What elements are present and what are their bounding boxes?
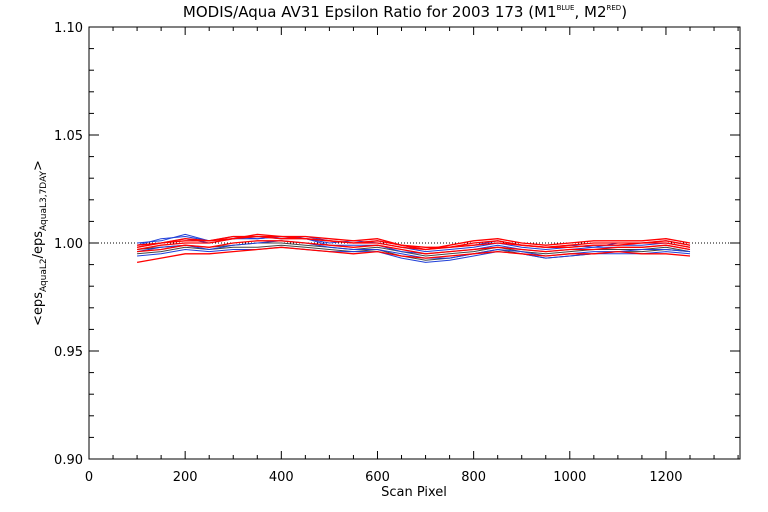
x-tick-label: 1200	[649, 470, 682, 485]
x-axis-label: Scan Pixel	[381, 485, 447, 500]
ticks-layer: 0 200 400 600 800 1000 1200 0.90 0.95 1.00 1.05 1.1…	[54, 21, 740, 485]
series-line-m2-7	[136, 235, 691, 251]
series-line-m2-9	[136, 246, 691, 264]
x-tick-label: 200	[173, 470, 198, 485]
y-tick-label: 1.05	[54, 129, 83, 144]
x-tick-label: 0	[85, 470, 93, 485]
series-line-m1-3	[137, 240, 691, 259]
y-tick-label: 1.00	[54, 237, 83, 252]
x-tick-label: 1000	[553, 470, 586, 485]
y-tick-label: 0.95	[54, 345, 83, 360]
x-tick-label: 600	[365, 470, 390, 485]
chart-title: MODIS/Aqua AV31 Epsilon Ratio for 2003 1…	[183, 3, 627, 21]
y-tick-label: 0.90	[54, 453, 83, 468]
series-line-m2-5	[137, 235, 691, 248]
x-tick-label: 800	[461, 470, 486, 485]
y-axis-label: <epsAquaL2/epsAquaL3,7DAY>	[31, 160, 49, 326]
y-tick-label: 1.10	[54, 21, 83, 36]
x-tick-label: 400	[269, 470, 294, 485]
series-line-m2-8	[137, 240, 691, 255]
series-layer	[136, 233, 691, 264]
